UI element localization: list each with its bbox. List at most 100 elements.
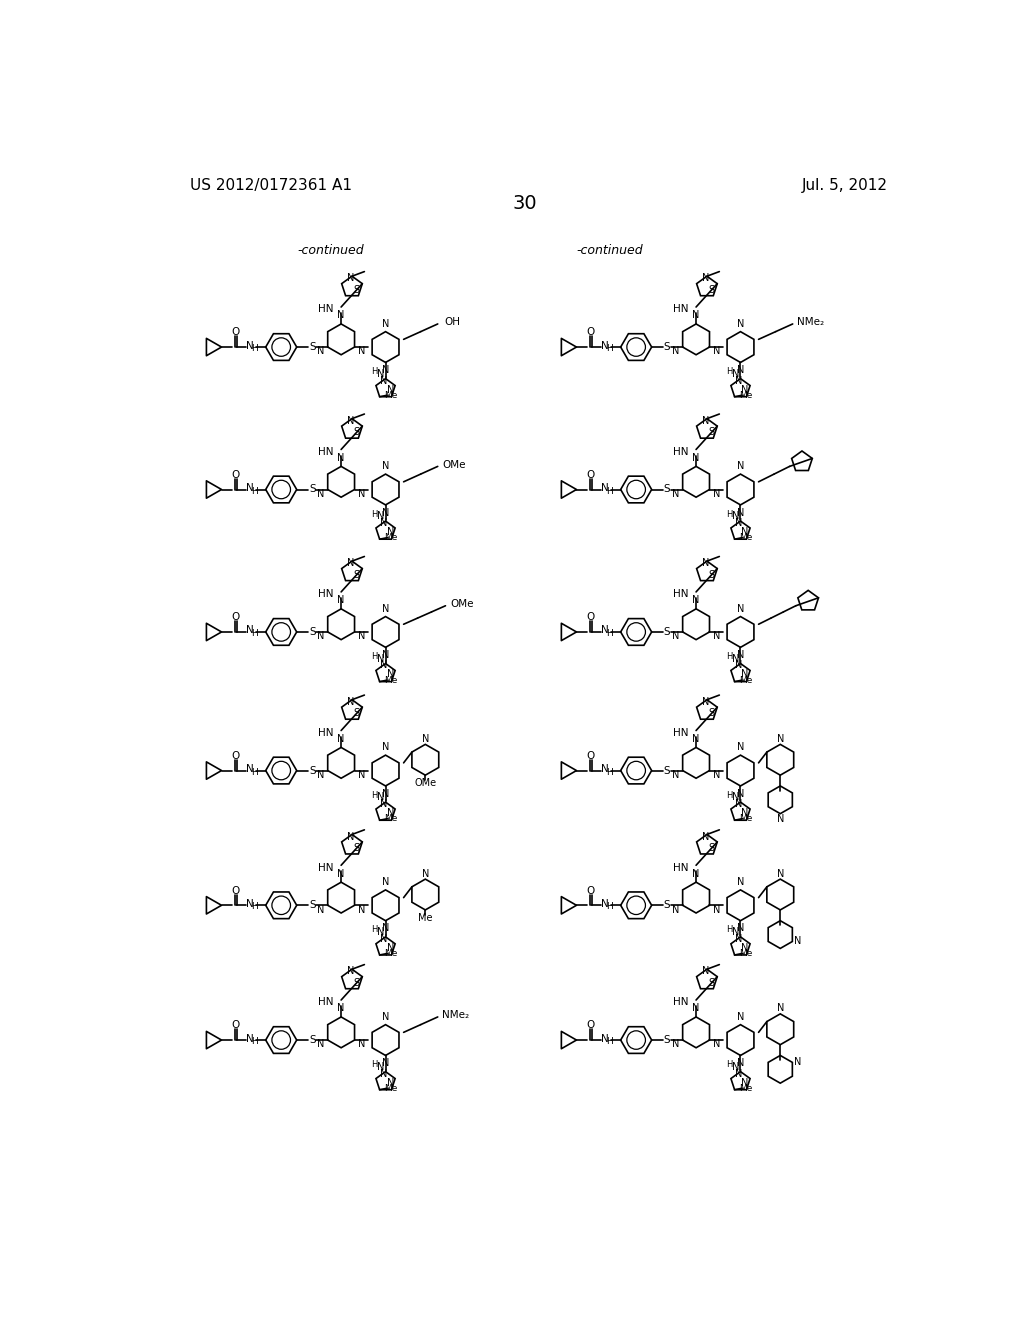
Text: S: S — [664, 627, 671, 638]
Text: OH: OH — [444, 317, 460, 327]
Text: S: S — [709, 570, 715, 579]
Text: N: N — [741, 942, 749, 953]
Text: N: N — [737, 788, 744, 799]
Text: N: N — [247, 899, 254, 908]
Text: N: N — [794, 936, 802, 946]
Text: N: N — [692, 595, 699, 606]
Text: H: H — [606, 1038, 613, 1045]
Text: N: N — [735, 1068, 742, 1078]
Text: N: N — [702, 273, 710, 284]
Text: H: H — [252, 768, 258, 776]
Text: HN: HN — [317, 727, 334, 738]
Text: N: N — [247, 341, 254, 351]
Text: N: N — [380, 517, 387, 528]
Text: 30: 30 — [512, 194, 538, 213]
Text: N: N — [377, 653, 385, 664]
Text: N: N — [316, 631, 324, 642]
Text: N: N — [247, 626, 254, 635]
Text: N: N — [601, 899, 609, 908]
Text: Me: Me — [384, 391, 397, 400]
Text: N: N — [741, 669, 749, 680]
Text: N: N — [382, 1012, 389, 1022]
Text: S: S — [709, 978, 715, 987]
Text: H: H — [726, 367, 733, 376]
Text: N: N — [692, 734, 699, 744]
Text: N: N — [672, 346, 679, 356]
Text: N: N — [601, 1034, 609, 1044]
Text: N: N — [741, 384, 749, 395]
Text: N: N — [347, 697, 354, 708]
Text: S: S — [309, 627, 315, 638]
Text: N: N — [386, 942, 394, 953]
Text: N: N — [358, 1039, 366, 1049]
Text: N: N — [732, 653, 739, 664]
Text: N: N — [776, 1003, 784, 1014]
Text: N: N — [382, 508, 389, 517]
Text: N: N — [737, 742, 744, 752]
Text: N: N — [737, 462, 744, 471]
Text: H: H — [252, 345, 258, 352]
Text: H: H — [606, 768, 613, 776]
Text: N: N — [737, 924, 744, 933]
Text: N: N — [692, 453, 699, 463]
Text: N: N — [776, 734, 784, 744]
Text: Me: Me — [738, 1084, 752, 1093]
Text: S: S — [309, 900, 315, 911]
Text: N: N — [316, 346, 324, 356]
Text: H: H — [606, 630, 613, 638]
Text: N: N — [347, 832, 354, 842]
Text: N: N — [358, 770, 366, 780]
Text: S: S — [309, 1035, 315, 1045]
Text: Me: Me — [738, 949, 752, 958]
Text: O: O — [587, 1020, 595, 1031]
Text: S: S — [664, 342, 671, 352]
Text: N: N — [386, 384, 394, 395]
Text: O: O — [587, 612, 595, 622]
Text: N: N — [382, 878, 389, 887]
Text: N: N — [377, 1063, 385, 1072]
Text: OMe: OMe — [415, 777, 436, 788]
Text: S: S — [664, 900, 671, 911]
Text: Me: Me — [384, 533, 397, 543]
Text: N: N — [338, 310, 345, 321]
Text: N: N — [247, 483, 254, 492]
Text: N: N — [382, 603, 389, 614]
Text: N: N — [732, 1063, 739, 1072]
Text: H: H — [726, 791, 733, 800]
Text: S: S — [664, 766, 671, 776]
Text: N: N — [692, 310, 699, 321]
Text: N: N — [380, 799, 387, 809]
Text: N: N — [382, 788, 389, 799]
Text: S: S — [353, 978, 359, 987]
Text: N: N — [422, 734, 429, 744]
Text: N: N — [713, 631, 721, 642]
Text: HN: HN — [317, 446, 334, 457]
Text: S: S — [709, 843, 715, 853]
Text: HN: HN — [673, 305, 688, 314]
Text: H: H — [606, 903, 613, 911]
Text: N: N — [702, 416, 710, 426]
Text: H: H — [252, 487, 258, 495]
Text: H: H — [252, 630, 258, 638]
Text: N: N — [737, 319, 744, 329]
Text: N: N — [316, 1039, 324, 1049]
Text: N: N — [380, 933, 387, 944]
Text: N: N — [247, 1034, 254, 1044]
Text: S: S — [709, 428, 715, 437]
Text: H: H — [372, 510, 378, 519]
Text: N: N — [776, 869, 784, 879]
Text: H: H — [252, 903, 258, 911]
Text: N: N — [702, 558, 710, 569]
Text: Me: Me — [738, 533, 752, 543]
Text: N: N — [386, 1077, 394, 1088]
Text: N: N — [713, 346, 721, 356]
Text: -continued: -continued — [575, 244, 643, 257]
Text: S: S — [353, 709, 359, 718]
Text: S: S — [309, 342, 315, 352]
Text: O: O — [231, 1020, 240, 1031]
Text: Me: Me — [384, 676, 397, 685]
Text: N: N — [316, 904, 324, 915]
Text: S: S — [664, 1035, 671, 1045]
Text: N: N — [713, 770, 721, 780]
Text: HN: HN — [673, 862, 688, 873]
